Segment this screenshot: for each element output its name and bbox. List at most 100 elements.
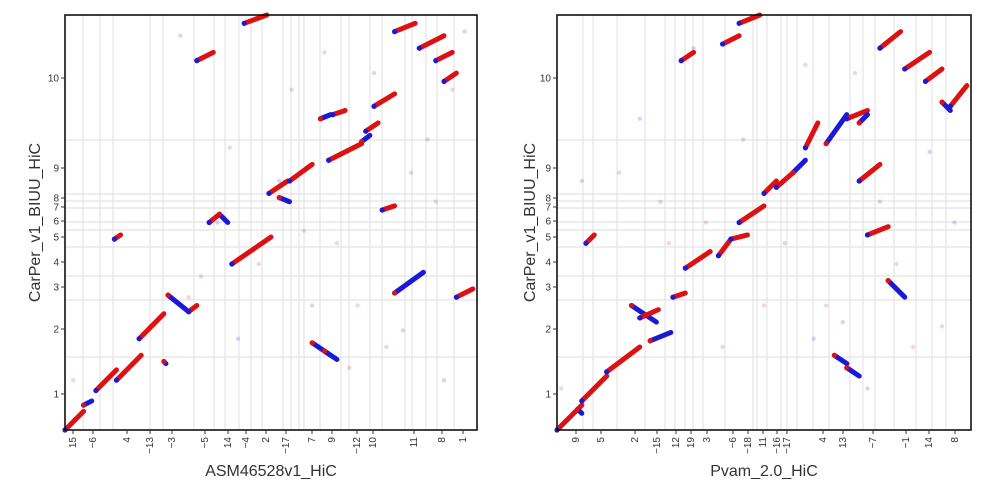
y-axis-ticks: 1 2 3 4 5 6 78 9 10 bbox=[540, 74, 557, 401]
noise-point bbox=[450, 87, 455, 92]
forward-alignment-segment bbox=[865, 224, 891, 238]
noise-point bbox=[894, 261, 899, 267]
segment-endpoint bbox=[441, 78, 447, 84]
segment-endpoint bbox=[728, 236, 734, 242]
forward-alignment-segment bbox=[93, 367, 119, 394]
forward-alignment-segment bbox=[947, 83, 970, 109]
x-tick-label: −7 bbox=[868, 437, 879, 449]
y-tick-label: 9 bbox=[53, 164, 59, 175]
segment-endpoint bbox=[831, 352, 837, 358]
x-tick-label: 4 bbox=[818, 437, 829, 443]
x-tick-label: 2 bbox=[630, 437, 641, 443]
segment-endpoint bbox=[790, 170, 796, 176]
y-tick-label: 1 bbox=[545, 390, 551, 401]
noise-point bbox=[227, 145, 232, 150]
segment-endpoint bbox=[229, 261, 235, 267]
noise-point bbox=[741, 137, 746, 142]
segment-endpoint bbox=[321, 348, 328, 354]
background-hits bbox=[558, 46, 957, 391]
x-tick-label: −6 bbox=[88, 437, 99, 449]
noise-point bbox=[371, 70, 377, 76]
segment-endpoint bbox=[359, 138, 365, 145]
segment-endpoint bbox=[583, 240, 589, 246]
noise-point bbox=[433, 199, 438, 204]
segment-endpoint bbox=[628, 302, 635, 309]
forward-alignment-segment bbox=[579, 373, 610, 404]
noise-point bbox=[666, 241, 671, 246]
forward-alignment-segment bbox=[682, 249, 713, 271]
x-tick-label: −4 bbox=[241, 437, 252, 449]
forward-alignment-segment bbox=[761, 178, 779, 196]
x-tick-label: −17 bbox=[782, 437, 793, 454]
x-tick-label: −6 bbox=[728, 437, 739, 449]
noise-point bbox=[823, 303, 829, 308]
segment-endpoint bbox=[939, 99, 945, 105]
forward-alignment-segment bbox=[453, 286, 476, 300]
segment-endpoint bbox=[330, 112, 336, 118]
segment-endpoint bbox=[922, 78, 929, 84]
segment-endpoint bbox=[111, 236, 118, 242]
noise-point bbox=[277, 178, 282, 184]
forward-alignment-segment bbox=[416, 33, 447, 51]
segment-endpoint bbox=[802, 145, 808, 151]
segment-endpoint bbox=[637, 315, 643, 321]
segment-endpoint bbox=[379, 207, 385, 213]
noise-point bbox=[408, 170, 414, 175]
forward-alignment-segment bbox=[736, 12, 763, 26]
forward-alignment-segment bbox=[229, 234, 274, 267]
segment-endpoint bbox=[194, 58, 200, 64]
x-tick-label: 1 bbox=[458, 437, 469, 443]
y-tick-label: 5 bbox=[545, 233, 551, 244]
segment-endpoint bbox=[161, 358, 167, 365]
segment-endpoint bbox=[736, 219, 742, 226]
x-tick-label: 5 bbox=[596, 437, 607, 443]
x-tick-label: 12 bbox=[671, 437, 682, 449]
segment-endpoint bbox=[844, 116, 850, 122]
x-tick-label: −16 bbox=[772, 437, 783, 454]
segment-endpoint bbox=[864, 232, 871, 238]
segment-endpoint bbox=[276, 195, 282, 201]
noise-point bbox=[322, 50, 327, 55]
noise-point bbox=[334, 241, 340, 246]
y-tick-label: 8 bbox=[53, 194, 59, 205]
segment-endpoint bbox=[885, 278, 891, 284]
forward-alignment-segment bbox=[194, 49, 216, 64]
x-tick-label: −3 bbox=[167, 437, 178, 449]
forward-alignment-segment bbox=[392, 20, 418, 35]
y-tick-label: 1 bbox=[53, 390, 59, 401]
forward-alignment-segment bbox=[433, 49, 455, 64]
forward-alignment-segment bbox=[136, 311, 167, 342]
x-tick-label: 9 bbox=[571, 437, 582, 443]
noise-point bbox=[811, 336, 816, 341]
segment-endpoint bbox=[309, 340, 315, 346]
segment-endpoint bbox=[715, 253, 722, 259]
noise-point bbox=[720, 344, 725, 350]
reverse-alignment-segment bbox=[885, 278, 908, 300]
y-tick-label: 7 bbox=[545, 203, 551, 214]
y-tick-label: 4 bbox=[545, 258, 551, 269]
noise-point bbox=[579, 178, 585, 184]
dotplot-left-svg: 15 −6 4 −13 −3 −5 14 −4 2 −17 7 9 −12 10 11 8 1123456789… bbox=[27, 12, 478, 480]
segment-endpoint bbox=[678, 58, 684, 64]
segment-endpoint bbox=[266, 190, 272, 197]
alignment-segments bbox=[554, 12, 970, 433]
segment-endpoint bbox=[844, 365, 850, 371]
segment-endpoint bbox=[392, 290, 398, 296]
segment-endpoint bbox=[241, 20, 247, 26]
segment-endpoint bbox=[206, 219, 212, 226]
segment-endpoint bbox=[575, 406, 581, 412]
segment-endpoint bbox=[371, 103, 377, 109]
x-axis-ticks: 15 −6 4 −13 −3 −5 14 −4 2 −17 7 9 −12 10 11 8 1 bbox=[68, 430, 469, 454]
reverse-alignment-segment bbox=[165, 292, 192, 315]
x-tick-label: −17 bbox=[281, 437, 292, 454]
forward-alignment-segment bbox=[802, 120, 821, 151]
noise-point bbox=[910, 344, 916, 350]
segment-endpoint bbox=[165, 292, 171, 298]
y-tick-label: 2 bbox=[53, 325, 59, 336]
noise-point bbox=[939, 324, 945, 329]
forward-alignment-segment bbox=[241, 12, 270, 26]
noise-point bbox=[289, 87, 294, 92]
grid-lines bbox=[556, 15, 971, 430]
x-tick-label: 11 bbox=[758, 437, 769, 448]
y-axis-ticks: 1 2 3 4 5 6 78 9 10 bbox=[48, 74, 65, 401]
